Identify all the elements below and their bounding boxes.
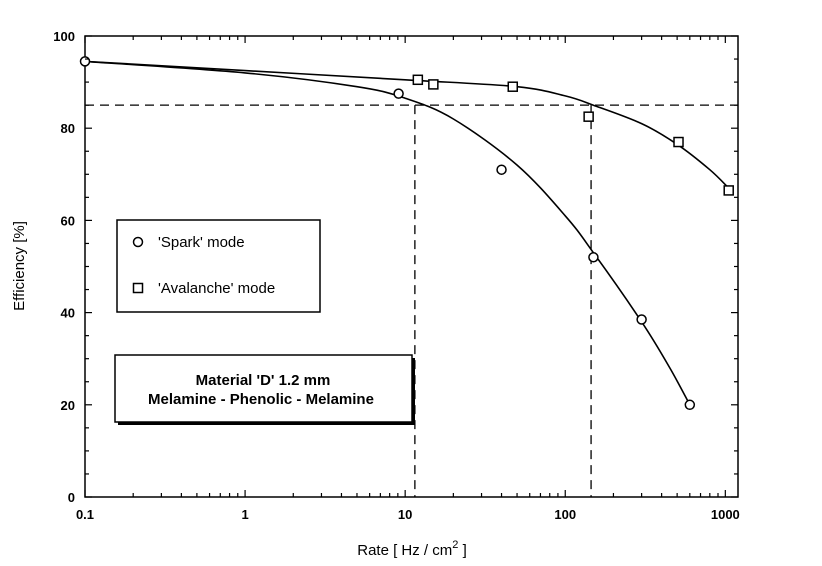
data-point-avalanche — [723, 185, 734, 196]
data-point-avalanche — [428, 79, 439, 90]
x-axis-title: Rate [ Hz / cm2 ] — [357, 539, 467, 559]
legend: 'Spark' mode 'Avalanche' mode — [116, 219, 321, 313]
x-tick-label: 1 — [241, 507, 248, 522]
y-tick-label: 100 — [53, 29, 75, 44]
x-tick-label: 1000 — [711, 507, 740, 522]
y-tick-label: 0 — [68, 490, 75, 505]
legend-box — [116, 219, 321, 313]
data-point-spark — [636, 314, 647, 325]
material-annotation: Material 'D' 1.2 mm Melamine - Phenolic … — [114, 354, 415, 425]
data-point-spark — [496, 164, 507, 175]
fit-curve-avalanche — [84, 60, 730, 189]
data-point-avalanche — [507, 81, 519, 92]
legend-label-avalanche: 'Avalanche' mode — [158, 280, 275, 297]
legend-marker-avalanche — [132, 282, 144, 294]
data-point-spark — [393, 88, 404, 99]
y-tick-label: 60 — [61, 213, 75, 228]
annotation-box — [114, 354, 413, 423]
data-point-avalanche — [673, 136, 684, 148]
annotation-line-2: Melamine - Phenolic - Melamine — [148, 391, 374, 408]
x-tick-label: 10 — [398, 507, 412, 522]
y-axis-title: Efficiency [%] — [11, 221, 28, 311]
data-point-avalanche — [412, 74, 424, 86]
data-point-spark — [79, 56, 91, 67]
y-tick-label: 80 — [61, 121, 75, 136]
annotation-line-1: Material 'D' 1.2 mm — [196, 372, 331, 389]
data-point-spark — [588, 252, 599, 263]
legend-marker-spark — [132, 236, 144, 248]
data-point-spark — [684, 399, 696, 411]
y-tick-label: 20 — [61, 398, 75, 413]
data-point-avalanche — [583, 111, 594, 122]
y-tick-label: 40 — [61, 306, 75, 321]
legend-label-spark: 'Spark' mode — [158, 234, 245, 251]
x-tick-label: 0.1 — [76, 507, 94, 522]
x-tick-label: 100 — [554, 507, 576, 522]
